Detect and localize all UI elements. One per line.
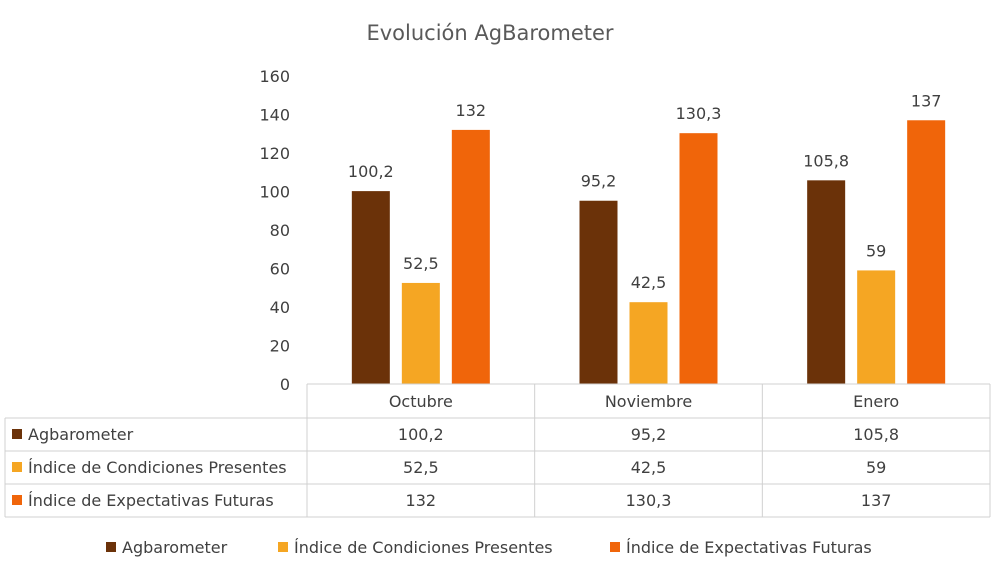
bar	[351, 191, 390, 384]
legend-label: Índice de Expectativas Futuras	[626, 538, 872, 557]
table-cell: 132	[406, 491, 437, 510]
data-label: 130,3	[676, 104, 722, 123]
legend-swatch	[106, 542, 116, 552]
bar	[579, 200, 618, 384]
y-tick-label: 20	[270, 337, 290, 356]
legend-label: Índice de Condiciones Presentes	[294, 538, 553, 557]
table-row-label: Índice de Expectativas Futuras	[28, 491, 274, 510]
table-cell: 42,5	[631, 458, 667, 477]
y-tick-label: 60	[270, 260, 290, 279]
data-label: 95,2	[581, 172, 617, 191]
bar	[679, 133, 718, 384]
y-tick-label: 40	[270, 298, 290, 317]
legend-swatch	[12, 429, 22, 439]
y-tick-label: 120	[259, 144, 290, 163]
y-tick-label: 160	[259, 67, 290, 86]
table-cell: 137	[861, 491, 892, 510]
table-cell: 95,2	[631, 425, 667, 444]
y-tick-label: 80	[270, 221, 290, 240]
bar	[807, 180, 846, 384]
bar	[401, 282, 440, 384]
x-tick-label: Enero	[853, 392, 899, 411]
legend-swatch	[278, 542, 288, 552]
legend-swatch	[12, 462, 22, 472]
data-label: 52,5	[403, 254, 439, 273]
legend-swatch	[12, 495, 22, 505]
x-tick-label: Noviembre	[605, 392, 692, 411]
y-tick-label: 100	[259, 183, 290, 202]
bar	[451, 129, 490, 384]
data-label: 42,5	[631, 273, 667, 292]
y-tick-label: 0	[280, 375, 290, 394]
legend-swatch	[610, 542, 620, 552]
table-cell: 52,5	[403, 458, 439, 477]
chart-title: Evolución AgBarometer	[366, 21, 613, 45]
x-tick-label: Octubre	[389, 392, 453, 411]
table-row-label: Agbarometer	[28, 425, 134, 444]
bar	[629, 302, 668, 384]
legend-label: Agbarometer	[122, 538, 228, 557]
table-row-label: Índice de Condiciones Presentes	[28, 458, 287, 477]
table-cell: 59	[866, 458, 886, 477]
data-label: 59	[866, 241, 886, 260]
bar	[907, 120, 946, 385]
table-cell: 100,2	[398, 425, 444, 444]
bar	[857, 270, 896, 384]
data-label: 132	[456, 101, 487, 120]
table-cell: 105,8	[853, 425, 899, 444]
table-cell: 130,3	[626, 491, 672, 510]
y-tick-label: 140	[259, 106, 290, 125]
data-label: 105,8	[803, 151, 849, 170]
data-label: 137	[911, 91, 942, 110]
data-label: 100,2	[348, 162, 394, 181]
